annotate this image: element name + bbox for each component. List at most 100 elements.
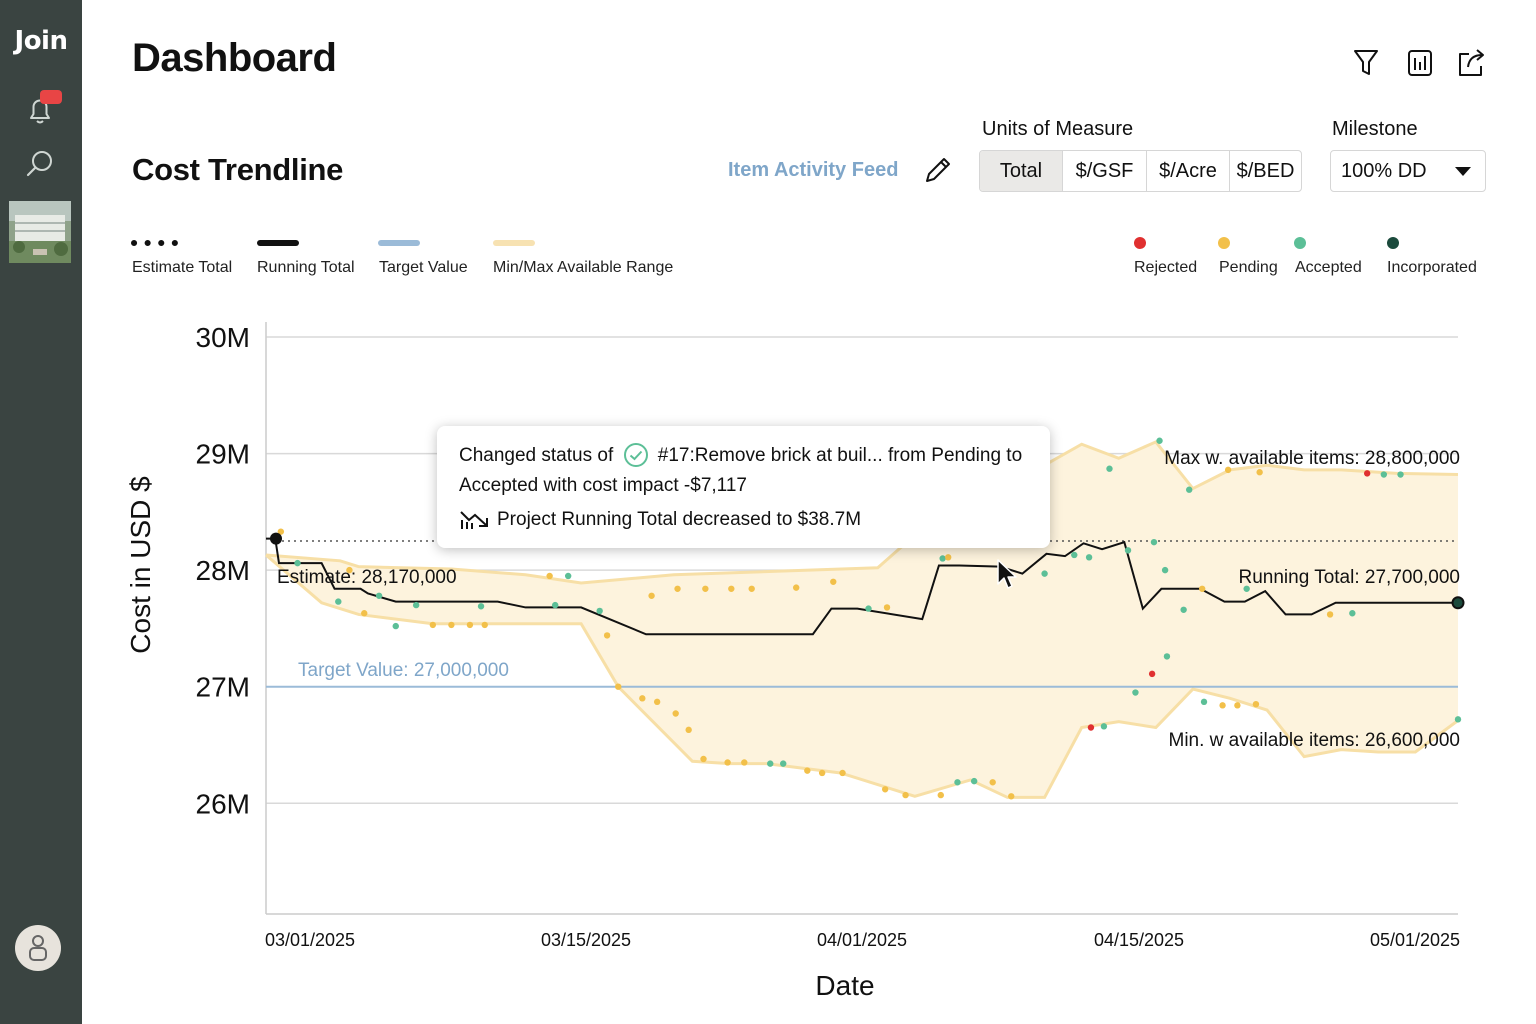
- page-title: Dashboard: [132, 36, 337, 80]
- item-point-pending: [672, 710, 679, 717]
- item-point-accepted: [335, 598, 342, 605]
- legend-label-estimate: Estimate Total: [132, 259, 233, 276]
- item-point-accepted: [412, 601, 420, 609]
- y-tick-label: 27M: [196, 672, 250, 703]
- item-point-accepted: [294, 559, 301, 567]
- item-point-pending: [728, 585, 735, 592]
- item-activity-feed-link[interactable]: Item Activity Feed: [728, 159, 899, 181]
- x-tick-label: 03/15/2025: [541, 930, 631, 950]
- search-icon[interactable]: [22, 146, 58, 182]
- item-point-accepted: [1163, 653, 1171, 660]
- item-point-accepted: [375, 592, 383, 599]
- item-point-accepted: [1041, 570, 1048, 577]
- item-point-rejected: [1148, 670, 1156, 678]
- item-point-accepted: [1150, 538, 1158, 546]
- x-tick-label: 04/01/2025: [817, 930, 907, 950]
- item-point-pending: [1234, 702, 1241, 709]
- legend-swatch-running: [257, 240, 299, 246]
- y-tick-label: 30M: [196, 322, 250, 353]
- project-thumbnail[interactable]: [9, 201, 71, 263]
- app-logo[interactable]: Join: [14, 26, 68, 56]
- x-tick-label: 04/15/2025: [1094, 930, 1184, 950]
- item-point-pending: [361, 610, 368, 617]
- item-point-accepted: [1156, 437, 1163, 444]
- item-point-accepted: [596, 607, 603, 615]
- export-icon[interactable]: [1455, 44, 1487, 80]
- item-point-accepted: [1071, 551, 1078, 559]
- sidebar: Join: [0, 0, 82, 1024]
- item-point-accepted: [1124, 547, 1132, 554]
- estimate-annotation: Estimate: 28,170,000: [277, 567, 457, 588]
- item-point-pending: [1326, 611, 1334, 618]
- item-point-accepted: [551, 601, 559, 609]
- item-point-pending: [429, 621, 437, 629]
- report-icon[interactable]: [1404, 44, 1436, 80]
- item-point-pending: [466, 621, 474, 629]
- item-point-pending: [448, 621, 455, 629]
- item-point-pending: [648, 592, 655, 599]
- legend-dot-rejected: [1134, 237, 1146, 249]
- item-point-pending: [1198, 585, 1206, 592]
- item-point-accepted: [1106, 465, 1113, 472]
- item-point-pending: [1008, 793, 1015, 800]
- item-point-pending: [818, 769, 826, 777]
- end-point: [1451, 596, 1465, 610]
- y-tick-label: 28M: [196, 555, 250, 586]
- item-point-accepted: [1397, 471, 1404, 478]
- item-point-pending: [792, 584, 800, 591]
- item-point-accepted: [767, 760, 774, 767]
- unit-bed-button[interactable]: $/BED: [1236, 160, 1295, 182]
- legend-label-rejected: Rejected: [1134, 259, 1198, 276]
- legend-label-target: Target Value: [379, 259, 468, 276]
- item-point-accepted: [780, 760, 787, 767]
- milestone-value: 100% DD: [1341, 160, 1427, 182]
- user-avatar[interactable]: [15, 925, 61, 971]
- item-point-pending: [741, 759, 748, 766]
- chevron-down-icon: [1455, 167, 1471, 176]
- mouse-cursor-icon: [997, 559, 1017, 589]
- milestone-select[interactable]: 100% DD: [1330, 150, 1486, 192]
- item-point-pending: [674, 585, 681, 592]
- units-of-measure-toggle: Total $/GSF $/Acre $/BED: [979, 150, 1302, 192]
- item-point-rejected: [1087, 724, 1095, 731]
- item-point-accepted: [392, 622, 399, 630]
- item-point-accepted: [1185, 486, 1193, 493]
- x-tick-label: 03/01/2025: [265, 930, 355, 950]
- tooltip-text-post: #17:Remove brick at buil... from Pending…: [657, 445, 1023, 466]
- item-point-pending: [603, 632, 611, 639]
- target-annotation: Target Value: 27,000,000: [298, 660, 509, 681]
- legend-dot-incorporated: [1387, 237, 1399, 249]
- tooltip-text-pre: Changed status of: [459, 445, 614, 466]
- item-point-pending: [481, 621, 488, 629]
- item-point-pending: [277, 528, 285, 535]
- item-point-pending: [804, 767, 811, 774]
- x-tick-label: 05/01/2025: [1370, 930, 1460, 950]
- check-circle-icon: [623, 443, 648, 467]
- filter-icon[interactable]: [1350, 44, 1382, 80]
- item-point-pending: [945, 554, 952, 561]
- running-annotation: Running Total: 27,700,000: [1239, 567, 1461, 588]
- start-point: [270, 532, 282, 545]
- item-point-pending: [839, 769, 846, 777]
- legend-swatch-range: [493, 240, 535, 246]
- unit-total-button[interactable]: Total: [980, 151, 1063, 191]
- item-point-accepted: [1132, 689, 1139, 696]
- activity-tooltip: Changed status of #17:Remove brick at bu…: [437, 426, 1050, 548]
- pencil-icon[interactable]: [920, 152, 956, 188]
- item-point-pending: [1224, 466, 1232, 474]
- item-point-pending: [700, 755, 707, 763]
- item-point-accepted: [477, 603, 485, 610]
- legend-swatch-target: [378, 240, 420, 246]
- item-point-pending: [1252, 700, 1260, 708]
- item-point-pending: [702, 585, 709, 592]
- legend-label-incorporated: Incorporated: [1387, 259, 1477, 276]
- min-range-line: [265, 553, 1459, 799]
- legend-label-accepted: Accepted: [1295, 259, 1362, 276]
- y-tick-label: 26M: [196, 788, 250, 819]
- item-point-accepted: [1200, 698, 1208, 706]
- unit-acre-button[interactable]: $/Acre: [1147, 151, 1230, 191]
- item-point-pending: [615, 683, 622, 690]
- item-point-accepted: [564, 572, 572, 580]
- max-annotation: Max w. available items: 28,800,000: [1164, 448, 1460, 469]
- unit-gsf-button[interactable]: $/GSF: [1063, 151, 1147, 191]
